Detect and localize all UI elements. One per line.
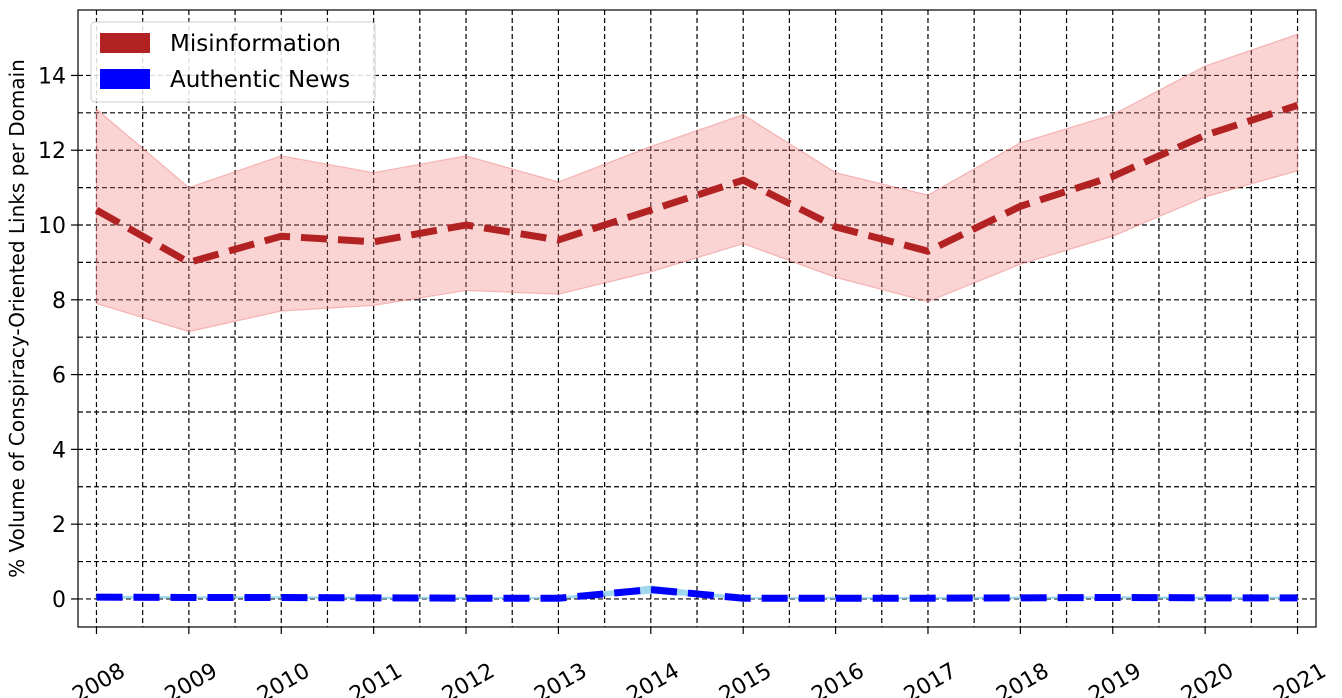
x-tick-label: 2013 [530, 659, 591, 698]
legend-label-authentic-news: Authentic News [170, 67, 350, 93]
x-tick-label: 2017 [900, 659, 961, 698]
legend: Misinformation Authentic News [90, 21, 376, 103]
legend-frame [90, 21, 376, 103]
x-tick-labels: 2008 2009 2010 2011 2012 2013 2014 2015 2016 2017… [68, 659, 1330, 698]
x-tick-label: 2015 [715, 659, 776, 698]
legend-label-misinformation: Misinformation [170, 31, 341, 57]
x-tick-label: 2014 [623, 659, 684, 698]
band-misinformation [95, 33, 1299, 333]
series-lines [94, 102, 1299, 602]
y-tick-label: 0 [52, 588, 66, 613]
y-tick-labels: 0 2 4 6 8 10 12 14 [38, 64, 66, 613]
x-tick-label: 2010 [253, 659, 314, 698]
y-tick-label: 12 [38, 139, 66, 164]
y-tick-label: 14 [38, 64, 66, 89]
y-tick-label: 10 [38, 214, 66, 239]
grid [78, 10, 1316, 627]
x-tick-label: 2012 [438, 659, 499, 698]
legend-swatch-misinformation [100, 33, 150, 53]
line-authentic-news [96, 586, 1298, 602]
x-tick-label: 2016 [808, 659, 869, 698]
line-misinformation [94, 102, 1299, 266]
plot-frame [77, 9, 1317, 628]
legend-swatch-authentic-news [100, 69, 150, 89]
x-tick-label: 2011 [346, 659, 407, 698]
y-tick-label: 4 [52, 438, 66, 463]
y-tick-label: 8 [52, 289, 66, 314]
x-tick-label: 2020 [1177, 659, 1238, 698]
y-tick-label: 2 [52, 513, 66, 538]
x-tick-label: 2018 [992, 659, 1053, 698]
y-axis-label: % Volume of Conspiracy-Oriented Links pe… [5, 59, 29, 578]
axes [71, 9, 1317, 634]
x-tick-label: 2021 [1270, 659, 1331, 698]
y-tick-label: 6 [52, 364, 66, 389]
x-tick-label: 2009 [161, 659, 222, 698]
x-tick-label: 2019 [1085, 659, 1146, 698]
x-tick-label: 2008 [68, 659, 129, 698]
